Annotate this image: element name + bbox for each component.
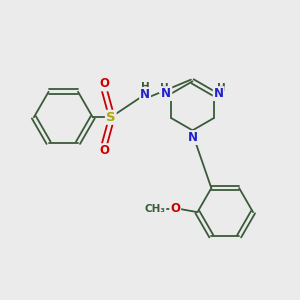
- Text: N: N: [188, 131, 197, 144]
- Text: H: H: [141, 82, 149, 92]
- Text: H: H: [217, 83, 225, 93]
- Text: CH₃: CH₃: [144, 204, 165, 214]
- Text: N: N: [214, 87, 224, 100]
- Text: N: N: [140, 88, 150, 101]
- Text: S: S: [106, 111, 116, 124]
- Text: O: O: [170, 202, 180, 215]
- Text: N: N: [161, 87, 171, 100]
- Text: O: O: [99, 77, 109, 90]
- Text: H: H: [160, 83, 169, 93]
- Text: O: O: [99, 144, 109, 157]
